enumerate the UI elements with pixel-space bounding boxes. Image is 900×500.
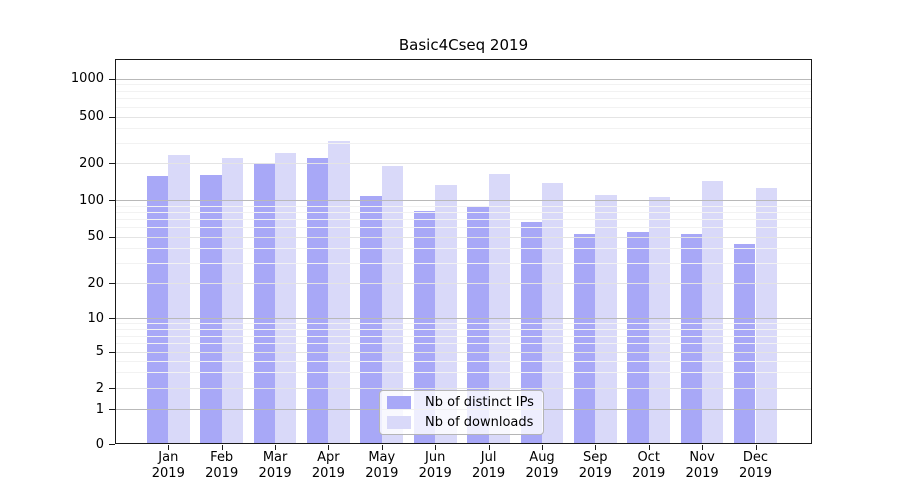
- x-tick-mar: [275, 445, 277, 450]
- legend-swatch-distinct-ips: [387, 396, 411, 409]
- y-tick-label-5: 5: [95, 344, 104, 360]
- legend: Nb of distinct IPs Nb of downloads: [379, 390, 544, 435]
- chart-title: Basic4Cseq 2019: [398, 36, 529, 54]
- y-tick-0: [109, 444, 115, 445]
- x-tick-feb: [221, 445, 223, 450]
- x-tick-label-sep: Sep 2019: [578, 450, 612, 481]
- bar-distinct-ips-dec: [734, 244, 756, 444]
- y-tick-label-20: 20: [87, 275, 104, 291]
- y-tick-1000: [109, 78, 115, 80]
- bar-downloads-may: [381, 166, 404, 444]
- x-tick-label-jan: Jan 2019: [151, 450, 185, 481]
- x-tick-label-aug: Aug 2019: [525, 450, 559, 481]
- x-tick-dec: [755, 445, 757, 450]
- bar-downloads-dec: [755, 188, 777, 444]
- legend-label-distinct-ips: Nb of distinct IPs: [425, 394, 534, 410]
- x-tick-oct: [648, 445, 650, 450]
- bar-downloads-jul: [488, 174, 510, 444]
- y-tick-label-500: 500: [79, 109, 104, 125]
- legend-label-downloads: Nb of downloads: [425, 414, 534, 430]
- bar-downloads-mar: [275, 153, 297, 444]
- bar-downloads-nov: [702, 180, 724, 444]
- bar-distinct-ips-jan: [146, 176, 169, 444]
- plot-area: [115, 59, 812, 444]
- y-tick-20: [109, 283, 115, 285]
- bar-distinct-ips-jul: [467, 207, 489, 444]
- x-tick-label-nov: Nov 2019: [685, 450, 719, 481]
- bar-distinct-ips-may: [360, 196, 382, 444]
- y-tick-50: [109, 236, 115, 238]
- legend-item-downloads: Nb of downloads: [387, 415, 543, 431]
- x-tick-label-mar: Mar 2019: [258, 450, 292, 481]
- y-tick-1: [109, 409, 115, 410]
- bar-distinct-ips-sep: [573, 233, 596, 444]
- y-tick-500: [109, 116, 115, 118]
- bar-distinct-ips-apr: [307, 158, 329, 444]
- x-tick-jun: [435, 445, 437, 450]
- x-tick-apr: [328, 445, 330, 450]
- x-tick-label-may: May 2019: [365, 450, 399, 481]
- y-tick-200: [109, 163, 115, 165]
- y-tick-5: [109, 351, 115, 353]
- legend-item-distinct-ips: Nb of distinct IPs: [387, 395, 543, 411]
- x-tick-label-apr: Apr 2019: [311, 450, 345, 481]
- bar-distinct-ips-jun: [413, 211, 436, 444]
- y-tick-10: [109, 318, 115, 320]
- x-tick-may: [381, 445, 383, 450]
- bar-downloads-apr: [328, 141, 350, 444]
- bar-downloads-jun: [435, 185, 457, 444]
- x-tick-nov: [702, 445, 704, 450]
- bar-distinct-ips-nov: [680, 233, 703, 444]
- x-tick-jul: [488, 445, 490, 450]
- x-tick-aug: [542, 445, 543, 450]
- x-tick-label-feb: Feb 2019: [205, 450, 239, 481]
- y-tick-label-200: 200: [79, 155, 104, 171]
- y-tick-label-100: 100: [79, 192, 104, 208]
- x-tick-jan: [168, 445, 170, 450]
- x-tick-label-jun: Jun 2019: [418, 450, 452, 481]
- legend-swatch-downloads: [387, 416, 411, 429]
- x-tick-label-dec: Dec 2019: [738, 450, 773, 481]
- x-tick-label-oct: Oct 2019: [632, 450, 666, 481]
- bar-downloads-sep: [595, 195, 617, 444]
- y-tick-100: [109, 200, 115, 201]
- y-tick-label-1000: 1000: [70, 71, 104, 87]
- bars-layer: [115, 59, 812, 444]
- y-tick-label-0: 0: [95, 436, 104, 452]
- y-tick-label-10: 10: [87, 310, 104, 326]
- y-tick-2: [109, 388, 115, 390]
- x-tick-label-jul: Jul 2019: [472, 450, 506, 481]
- x-tick-sep: [595, 445, 597, 450]
- bar-downloads-feb: [221, 158, 244, 444]
- y-tick-label-1: 1: [95, 401, 104, 417]
- y-tick-label-2: 2: [95, 380, 104, 396]
- bar-downloads-aug: [542, 182, 564, 444]
- bar-distinct-ips-mar: [253, 163, 276, 444]
- bar-distinct-ips-feb: [200, 174, 222, 444]
- bar-downloads-oct: [648, 196, 671, 444]
- bar-distinct-ips-oct: [627, 231, 649, 444]
- y-tick-label-50: 50: [87, 229, 104, 245]
- bar-downloads-jan: [168, 155, 190, 444]
